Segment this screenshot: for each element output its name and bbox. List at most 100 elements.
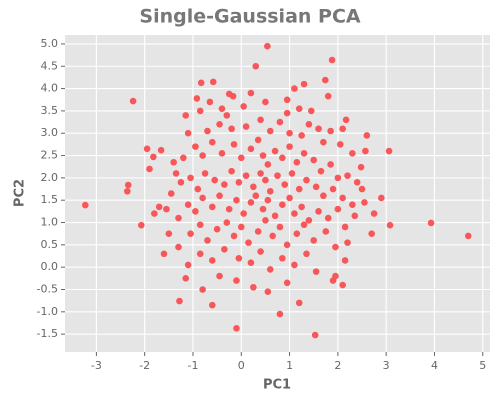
point [235,179,243,186]
point [342,116,350,124]
point [177,179,185,186]
point [124,187,131,195]
point [247,199,255,206]
point [353,179,361,186]
point [176,297,183,305]
point [315,208,322,215]
point [237,154,245,162]
point [317,167,325,175]
x-tick-label: -2 [139,359,150,372]
point [283,279,291,287]
y-axis-title: PC2 [13,179,28,207]
point [229,92,237,100]
point [163,205,170,213]
point [218,105,226,112]
point [305,216,313,224]
point [192,143,199,150]
point [279,154,286,162]
point [283,241,291,249]
x-tick-label: -3 [91,359,102,372]
point [216,272,223,280]
point [180,154,187,162]
point [378,194,385,202]
point [362,147,369,155]
point [276,223,284,231]
point [288,170,296,177]
point [332,243,339,251]
point [182,112,190,119]
point [247,89,255,97]
point [336,141,344,148]
point [245,239,252,246]
point [157,146,165,154]
point [233,325,240,332]
point [303,176,310,184]
y-tick-label: 2.5 [41,149,59,162]
point [271,147,279,155]
point [223,112,231,119]
point [464,232,472,240]
point [310,156,318,164]
point [264,196,272,204]
x-tick-label: 1 [286,359,293,372]
y-tick-label: 5.0 [41,37,59,50]
point [293,230,301,237]
point [358,185,366,193]
y-tick-label: 4.5 [41,59,59,72]
y-tick-label: 0.0 [41,260,59,273]
y-tick-label: -1.0 [37,305,58,318]
point [201,170,209,177]
chart-title: Single-Gaussian PCA [139,6,361,28]
point [204,237,211,244]
x-tick-label: -1 [187,359,198,372]
point [230,232,238,240]
point [138,221,145,229]
point [184,129,192,137]
point [291,85,298,92]
point [341,257,349,264]
point [298,132,305,139]
point [209,301,216,309]
point [242,123,250,130]
point [269,232,276,240]
point [322,76,329,84]
point [182,275,190,282]
point [196,250,204,258]
point [262,98,269,106]
point [143,145,151,153]
point [175,243,182,251]
point [279,254,286,262]
point [230,141,238,148]
point [167,190,175,197]
y-tick-label: 3.5 [41,104,59,117]
point [351,212,359,220]
point [324,92,332,100]
point [281,181,289,188]
point [300,221,308,229]
point [262,176,269,184]
point [233,196,240,204]
point [225,205,233,213]
point [305,120,313,128]
point [259,152,267,159]
point [124,181,132,189]
point [274,172,281,179]
point [264,42,271,50]
point [206,98,214,106]
point [151,210,158,217]
point [370,210,378,217]
point [295,105,303,112]
point [283,109,291,117]
point [264,161,272,168]
point [276,310,284,318]
point [242,172,250,179]
point [286,129,293,137]
y-tick-label: -1.5 [37,327,58,340]
point [427,219,435,227]
point [165,230,173,237]
point [286,143,293,150]
point [240,103,247,110]
y-tick-label: 1.5 [41,193,59,206]
point [291,261,298,269]
